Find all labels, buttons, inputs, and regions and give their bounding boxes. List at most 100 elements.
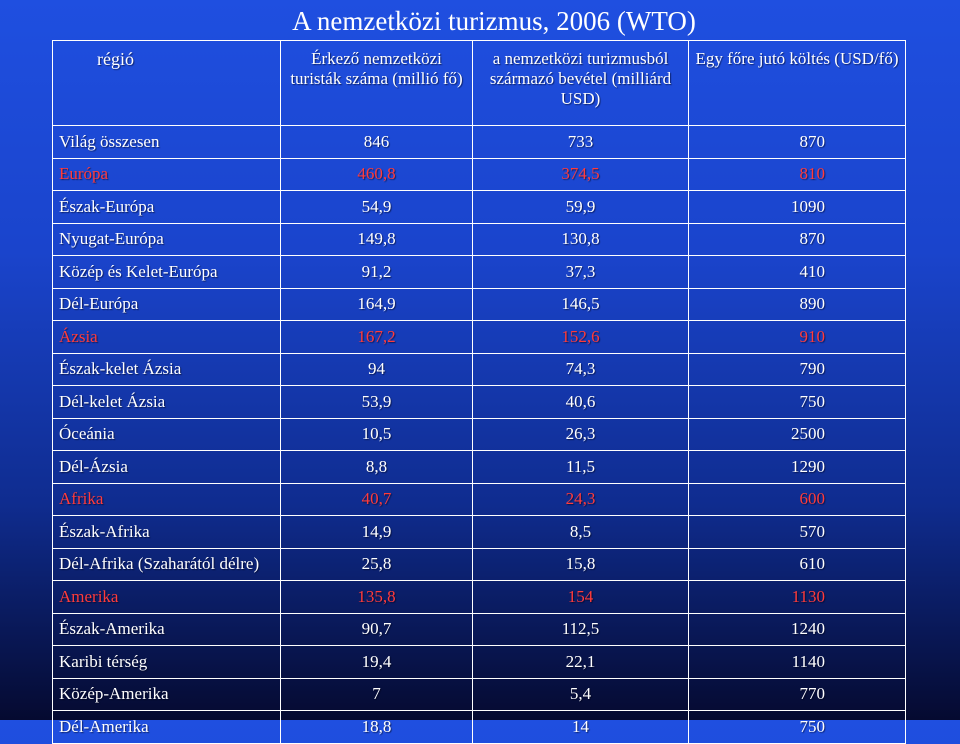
table-row: Dél-Ázsia 8,8 11,5 1290 [52, 450, 906, 484]
table-row: Észak-Amerika 90,7 112,5 1240 [52, 612, 906, 646]
region-cell: Óceánia [52, 417, 281, 451]
spend-cell: 770 [688, 677, 906, 711]
table-row: Közép-Amerika 7 5,4 770 [52, 677, 906, 711]
table-row: Ázsia 167,2 152,6 910 [52, 320, 906, 354]
revenue-cell: 15,8 [472, 547, 689, 581]
spend-cell: 600 [688, 482, 906, 516]
revenue-cell: 14 [472, 710, 689, 744]
arrivals-cell: 7 [280, 677, 473, 711]
table-row: Afrika 40,7 24,3 600 [52, 482, 906, 516]
arrivals-cell: 25,8 [280, 547, 473, 581]
table-row: Dél-Amerika 18,8 14 750 [52, 710, 906, 744]
region-cell: Közép-Amerika [52, 677, 281, 711]
arrivals-cell: 40,7 [280, 482, 473, 516]
revenue-cell: 112,5 [472, 612, 689, 646]
revenue-cell: 40,6 [472, 385, 689, 419]
spend-cell: 1240 [688, 612, 906, 646]
region-cell: Észak-Európa [52, 190, 281, 224]
table-row: Észak-kelet Ázsia 94 74,3 790 [52, 352, 906, 386]
arrivals-cell: 10,5 [280, 417, 473, 451]
spend-cell: 790 [688, 352, 906, 386]
spend-cell: 750 [688, 710, 906, 744]
region-cell: Európa [52, 157, 281, 191]
region-cell: Dél-kelet Ázsia [52, 385, 281, 419]
table-row: Karibi térség 19,4 22,1 1140 [52, 645, 906, 679]
arrivals-cell: 149,8 [280, 222, 473, 256]
spend-cell: 870 [688, 222, 906, 256]
spend-cell: 1090 [688, 190, 906, 224]
revenue-cell: 374,5 [472, 157, 689, 191]
arrivals-cell: 135,8 [280, 580, 473, 614]
region-cell: Közép és Kelet-Európa [52, 255, 281, 289]
revenue-cell: 59,9 [472, 190, 689, 224]
spend-cell: 750 [688, 385, 906, 419]
header-arrivals: Érkező nemzetközi turisták száma (millió… [280, 40, 473, 126]
revenue-cell: 26,3 [472, 417, 689, 451]
revenue-cell: 154 [472, 580, 689, 614]
header-revenue: a nemzetközi turizmusból származó bevéte… [472, 40, 689, 126]
region-cell: Nyugat-Európa [52, 222, 281, 256]
arrivals-cell: 167,2 [280, 320, 473, 354]
arrivals-cell: 164,9 [280, 287, 473, 321]
page-title: A nemzetközi turizmus, 2006 (WTO) [292, 6, 696, 36]
arrivals-cell: 8,8 [280, 450, 473, 484]
tourism-table: régió Érkező nemzetközi turisták száma (… [52, 40, 906, 744]
header-row: régió Érkező nemzetközi turisták száma (… [52, 40, 906, 126]
arrivals-cell: 846 [280, 125, 473, 159]
header-spend: Egy főre jutó költés (USD/fő) [688, 40, 906, 126]
spend-cell: 1140 [688, 645, 906, 679]
table-row: Amerika 135,8 154 1130 [52, 580, 906, 614]
table-row: Dél-Európa 164,9 146,5 890 [52, 287, 906, 321]
revenue-cell: 733 [472, 125, 689, 159]
region-cell: Dél-Európa [52, 287, 281, 321]
spend-cell: 570 [688, 515, 906, 549]
revenue-cell: 74,3 [472, 352, 689, 386]
spend-cell: 1290 [688, 450, 906, 484]
arrivals-cell: 18,8 [280, 710, 473, 744]
revenue-cell: 8,5 [472, 515, 689, 549]
arrivals-cell: 90,7 [280, 612, 473, 646]
spend-cell: 890 [688, 287, 906, 321]
table-row: Nyugat-Európa 149,8 130,8 870 [52, 222, 906, 256]
table-row: Világ összesen 846 733 870 [52, 125, 906, 159]
revenue-cell: 152,6 [472, 320, 689, 354]
revenue-cell: 146,5 [472, 287, 689, 321]
region-cell: Dél-Ázsia [52, 450, 281, 484]
spend-cell: 910 [688, 320, 906, 354]
revenue-cell: 5,4 [472, 677, 689, 711]
region-cell: Dél-Afrika (Szaharától délre) [52, 547, 281, 581]
revenue-cell: 22,1 [472, 645, 689, 679]
arrivals-cell: 53,9 [280, 385, 473, 419]
region-cell: Ázsia [52, 320, 281, 354]
region-cell: Amerika [52, 580, 281, 614]
region-cell: Afrika [52, 482, 281, 516]
region-cell: Észak-Afrika [52, 515, 281, 549]
spend-cell: 870 [688, 125, 906, 159]
revenue-cell: 37,3 [472, 255, 689, 289]
revenue-cell: 130,8 [472, 222, 689, 256]
arrivals-cell: 19,4 [280, 645, 473, 679]
revenue-cell: 24,3 [472, 482, 689, 516]
table-row: Közép és Kelet-Európa 91,2 37,3 410 [52, 255, 906, 289]
table-row: Észak-Európa 54,9 59,9 1090 [52, 190, 906, 224]
region-cell: Karibi térség [52, 645, 281, 679]
table-row: Dél-kelet Ázsia 53,9 40,6 750 [52, 385, 906, 419]
spend-cell: 410 [688, 255, 906, 289]
arrivals-cell: 14,9 [280, 515, 473, 549]
header-region: régió [52, 40, 281, 126]
region-cell: Világ összesen [52, 125, 281, 159]
arrivals-cell: 94 [280, 352, 473, 386]
table-row: Óceánia 10,5 26,3 2500 [52, 417, 906, 451]
revenue-cell: 11,5 [472, 450, 689, 484]
region-cell: Dél-Amerika [52, 710, 281, 744]
spend-cell: 2500 [688, 417, 906, 451]
region-cell: Észak-kelet Ázsia [52, 352, 281, 386]
region-cell: Észak-Amerika [52, 612, 281, 646]
table-row: Észak-Afrika 14,9 8,5 570 [52, 515, 906, 549]
arrivals-cell: 460,8 [280, 157, 473, 191]
arrivals-cell: 54,9 [280, 190, 473, 224]
arrivals-cell: 91,2 [280, 255, 473, 289]
table-row: Európa 460,8 374,5 810 [52, 157, 906, 191]
spend-cell: 810 [688, 157, 906, 191]
spend-cell: 610 [688, 547, 906, 581]
